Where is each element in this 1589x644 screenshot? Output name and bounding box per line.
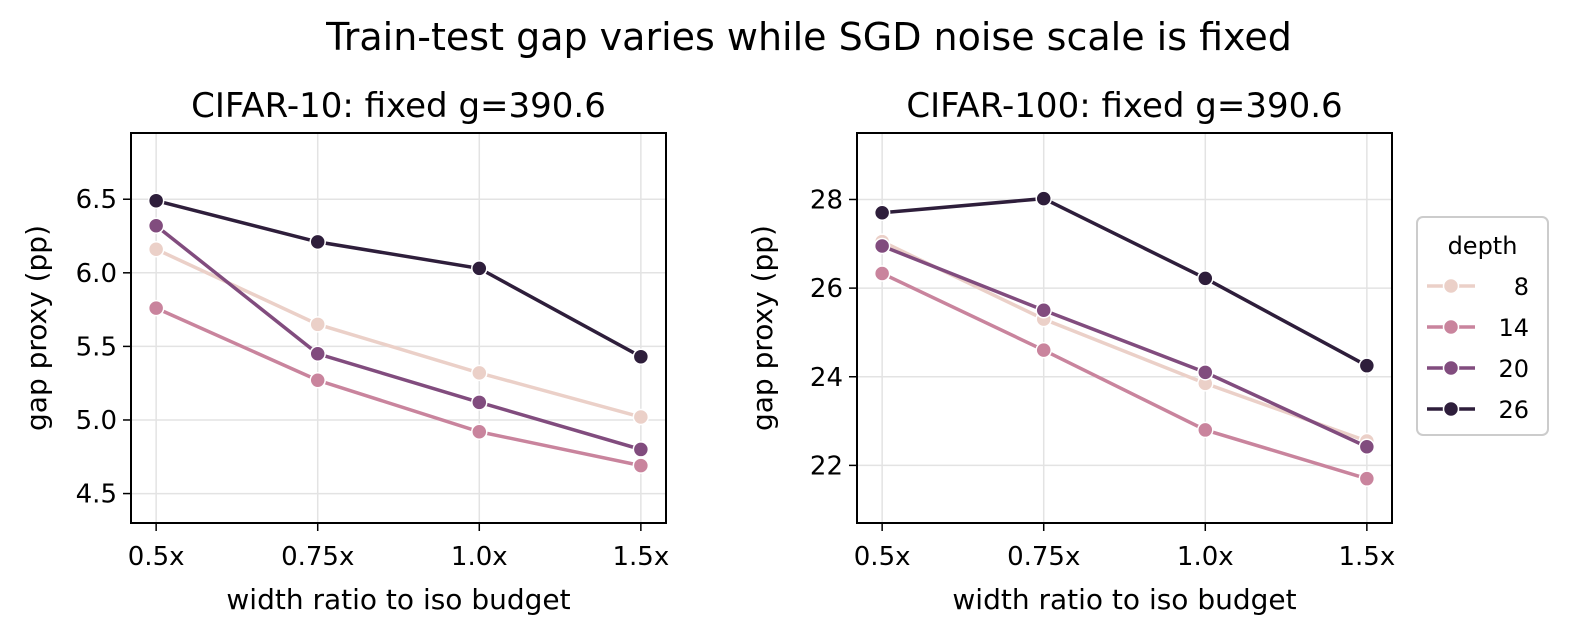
data-point xyxy=(471,423,488,441)
y-tick-label: 22 xyxy=(810,451,843,481)
legend-entry: 20 xyxy=(1427,355,1529,383)
figure-title: Train-test gap varies while SGD noise sc… xyxy=(325,15,1292,59)
data-point xyxy=(1358,357,1376,374)
data-point xyxy=(632,457,650,474)
legend-entry: 8 xyxy=(1427,273,1529,301)
data-point xyxy=(873,265,891,282)
data-point xyxy=(471,394,488,411)
data-point xyxy=(632,348,650,365)
data-point xyxy=(147,299,165,317)
chart-panel-1: 0.5x 0.75x 1.0x 1.5x 4.5 5.0 5.5 6.0 6.5 CIFAR-10… xyxy=(20,86,669,616)
legend-swatch-marker xyxy=(1442,318,1460,336)
legend-label: 8 xyxy=(1514,273,1529,301)
data-point xyxy=(1358,438,1376,456)
legend-label: 26 xyxy=(1498,396,1529,424)
series-depth-26 xyxy=(873,190,1376,374)
data-point xyxy=(147,217,165,234)
data-point xyxy=(309,371,326,389)
data-point xyxy=(309,233,326,251)
data-point xyxy=(309,316,326,333)
series-line xyxy=(881,244,1368,449)
legend-label: 20 xyxy=(1498,355,1529,383)
y-tick-label: 6.0 xyxy=(76,259,117,289)
series-depth-20 xyxy=(873,237,1376,456)
y-tick-label: 28 xyxy=(810,185,843,215)
series-line xyxy=(881,196,1368,368)
data-point xyxy=(1358,470,1376,487)
data-point xyxy=(147,192,165,209)
data-point xyxy=(471,364,488,382)
data-point xyxy=(1035,190,1052,207)
legend-swatch-marker xyxy=(1442,359,1460,377)
y-axis-label: gap proxy (pp) xyxy=(746,225,779,431)
data-point xyxy=(1035,341,1052,359)
data-point xyxy=(873,237,891,255)
y-tick-label: 26 xyxy=(810,274,843,304)
data-point xyxy=(1197,270,1214,287)
y-tick-label: 5.0 xyxy=(76,406,117,436)
series-depth-26 xyxy=(147,192,650,365)
y-tick-label: 5.5 xyxy=(76,332,117,362)
chart-panel-2: 0.5x 0.75x 1.0x 1.5x 22 24 26 28 CIFAR-100: fixe… xyxy=(746,86,1395,616)
x-tick-label: 1.0x xyxy=(451,542,508,572)
x-tick-label: 1.0x xyxy=(1177,542,1234,572)
series-line xyxy=(155,224,642,452)
data-point xyxy=(1197,364,1214,381)
y-tick-label: 24 xyxy=(810,363,843,393)
y-tick-label: 6.5 xyxy=(76,185,117,215)
panel-title: CIFAR-100: fixed g=390.6 xyxy=(906,86,1342,126)
series-line xyxy=(155,247,642,419)
legend: depth 8 14 20 26 xyxy=(1416,216,1549,436)
data-point xyxy=(873,204,891,222)
axes-frame xyxy=(856,132,1393,524)
series-line xyxy=(155,306,642,468)
series-depth-14 xyxy=(873,265,1376,487)
legend-swatch-marker xyxy=(1442,400,1460,418)
x-tick-label: 0.5x xyxy=(128,542,185,572)
x-tick-label: 1.5x xyxy=(1338,542,1395,572)
legend-label: 14 xyxy=(1498,314,1529,342)
series-depth-8 xyxy=(147,241,650,426)
data-point xyxy=(471,260,488,277)
data-point xyxy=(309,345,326,363)
data-point xyxy=(1197,421,1214,439)
x-axis-label: width ratio to iso budget xyxy=(226,583,570,616)
data-point xyxy=(632,408,650,426)
legend-swatch-marker xyxy=(1442,277,1460,295)
series-line xyxy=(881,240,1368,443)
series-line xyxy=(881,271,1368,481)
legend-entry: 14 xyxy=(1427,314,1529,342)
legend-box xyxy=(1416,216,1549,436)
axes-frame xyxy=(130,132,667,524)
series-depth-20 xyxy=(147,217,650,458)
data-point xyxy=(1035,302,1052,319)
legend-title: depth xyxy=(1448,232,1518,260)
series-depth-14 xyxy=(147,299,650,474)
y-axis-label: gap proxy (pp) xyxy=(20,225,53,431)
data-point xyxy=(632,441,650,458)
x-axis-label: width ratio to iso budget xyxy=(952,583,1296,616)
x-tick-label: 0.5x xyxy=(854,542,911,572)
y-tick-label: 4.5 xyxy=(76,480,117,510)
x-tick-label: 0.75x xyxy=(1007,542,1080,572)
panel-title: CIFAR-10: fixed g=390.6 xyxy=(191,86,606,126)
legend-entry: 26 xyxy=(1427,396,1529,424)
series-line xyxy=(155,199,642,359)
x-tick-label: 0.75x xyxy=(281,542,354,572)
data-point xyxy=(147,241,165,258)
x-tick-label: 1.5x xyxy=(612,542,669,572)
